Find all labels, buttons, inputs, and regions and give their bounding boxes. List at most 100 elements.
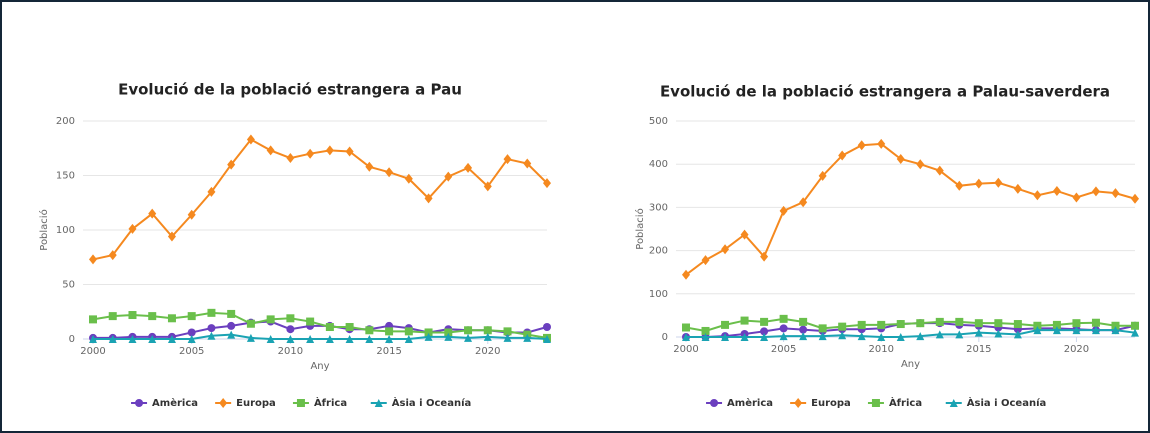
legend-label: Europa xyxy=(236,398,276,409)
marker xyxy=(1072,319,1081,328)
x-tick-label: 2010 xyxy=(278,346,303,357)
legend-marker xyxy=(710,399,719,407)
marker xyxy=(128,335,137,343)
marker xyxy=(148,335,157,343)
marker xyxy=(365,161,374,172)
marker xyxy=(167,231,176,242)
marker xyxy=(325,145,334,156)
x-tick-label: 2015 xyxy=(376,346,401,357)
x-axis-label: Any xyxy=(901,359,920,370)
marker xyxy=(404,327,413,336)
marker xyxy=(701,255,710,266)
legend-label: Amèrica xyxy=(727,397,773,409)
marker xyxy=(857,332,866,341)
legend-marker xyxy=(135,399,144,407)
marker xyxy=(857,140,866,151)
legend-marker xyxy=(794,398,803,408)
marker xyxy=(760,317,769,326)
marker xyxy=(740,333,749,341)
marker xyxy=(838,150,847,161)
marker xyxy=(167,314,176,323)
x-tick-label: 2015 xyxy=(966,344,991,355)
marker xyxy=(779,332,788,341)
marker xyxy=(306,335,315,343)
marker xyxy=(760,251,769,262)
legend-label: Europa xyxy=(811,398,851,409)
marker xyxy=(877,320,886,329)
marker xyxy=(955,317,964,326)
x-tick-label: 2020 xyxy=(475,346,500,357)
y-tick-label: 0 xyxy=(662,332,668,343)
marker xyxy=(994,329,1003,338)
marker xyxy=(385,335,394,343)
marker xyxy=(246,333,255,342)
marker xyxy=(365,335,374,343)
marker xyxy=(1091,326,1100,335)
marker xyxy=(1013,183,1022,194)
marker xyxy=(543,323,551,332)
marker xyxy=(877,138,886,149)
x-tick-label: 2010 xyxy=(868,344,893,355)
y-tick-label: 300 xyxy=(649,202,668,213)
series-line xyxy=(685,142,1136,276)
marker xyxy=(543,178,551,189)
marker xyxy=(799,197,808,208)
marker xyxy=(799,317,808,326)
legend-label: Àfrica xyxy=(314,396,347,409)
marker xyxy=(1033,326,1042,335)
marker xyxy=(779,324,788,333)
marker xyxy=(345,335,354,343)
marker xyxy=(266,315,275,324)
marker xyxy=(838,322,847,331)
marker xyxy=(1052,326,1061,335)
marker xyxy=(818,324,827,333)
marker xyxy=(89,335,97,343)
marker xyxy=(955,330,964,339)
marker xyxy=(896,154,905,165)
marker xyxy=(148,208,157,219)
marker xyxy=(974,328,983,337)
marker xyxy=(444,332,453,341)
marker xyxy=(523,333,532,342)
marker xyxy=(207,324,216,333)
chart-title: Evolució de la població estrangera a Pal… xyxy=(660,83,1110,101)
legend-label: Amèrica xyxy=(152,397,198,409)
series-line xyxy=(686,329,1136,338)
marker xyxy=(167,335,176,343)
marker xyxy=(721,333,730,341)
legend-marker xyxy=(219,398,228,408)
x-axis-label: Any xyxy=(310,361,329,372)
marker xyxy=(464,333,473,342)
marker xyxy=(1091,318,1100,327)
marker xyxy=(187,328,196,337)
legend-label: Àsia i Oceanía xyxy=(967,396,1047,409)
marker xyxy=(1052,185,1061,196)
marker xyxy=(286,335,295,343)
marker xyxy=(916,159,925,170)
marker xyxy=(306,317,315,326)
marker xyxy=(1111,321,1120,330)
marker xyxy=(994,319,1003,328)
marker xyxy=(974,319,983,328)
x-tick-label: 2000 xyxy=(673,344,698,355)
marker xyxy=(1072,326,1081,335)
marker xyxy=(227,330,236,339)
marker xyxy=(1013,320,1022,329)
x-tick-label: 2005 xyxy=(771,344,796,355)
marker xyxy=(108,312,117,321)
marker xyxy=(227,309,236,318)
marker xyxy=(799,332,808,341)
y-axis-label: Població xyxy=(38,209,50,250)
marker xyxy=(721,320,730,329)
marker xyxy=(483,181,492,192)
marker xyxy=(444,171,453,182)
series-line xyxy=(92,138,548,261)
marker xyxy=(1013,330,1022,339)
marker xyxy=(1111,188,1120,199)
marker xyxy=(365,326,374,335)
marker xyxy=(779,205,788,216)
marker xyxy=(207,331,216,340)
marker xyxy=(818,170,827,181)
marker xyxy=(227,321,236,330)
